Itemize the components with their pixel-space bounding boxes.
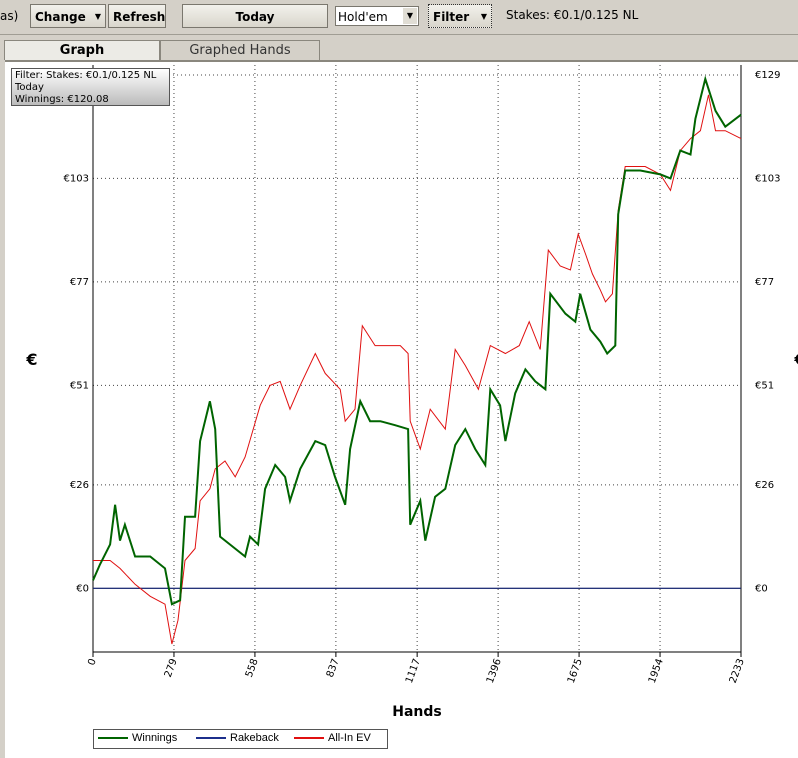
filter-button[interactable]: Filter ▼	[428, 4, 492, 28]
legend-swatch	[196, 737, 226, 740]
cut-label: as)	[0, 9, 19, 23]
series-line	[92, 75, 742, 606]
y-tick-label: €103	[755, 173, 780, 184]
y-tick-label: €0	[755, 583, 768, 594]
y-tick-label: €51	[70, 380, 89, 391]
x-tick-label: 2233	[728, 657, 747, 685]
legend-label: Winnings	[132, 732, 178, 744]
legend-label: Rakeback	[230, 732, 279, 744]
game-value: Hold'em	[338, 10, 388, 24]
y-tick-label: €51	[755, 380, 774, 391]
x-tick-label: 1396	[485, 657, 504, 685]
legend: Winnings Rakeback All-In EV	[93, 729, 388, 749]
y-axis-label: €	[25, 350, 37, 369]
x-tick-label: 1117	[404, 657, 423, 685]
x-axis-label: Hands	[392, 704, 442, 720]
x-tick-label: 279	[163, 657, 180, 679]
refresh-button[interactable]: Refresh	[108, 4, 166, 28]
x-tick-label: 837	[325, 657, 342, 679]
legend-swatch	[98, 737, 128, 740]
today-button[interactable]: Today	[182, 4, 328, 28]
y-tick-label: €129	[755, 70, 780, 81]
y-tick-label: €0	[76, 583, 89, 594]
legend-swatch	[294, 737, 324, 740]
y-axis-label: €	[793, 350, 798, 369]
y-tick-label: €26	[755, 480, 774, 491]
y-tick-label: €103	[64, 173, 89, 184]
change-label: Change	[35, 10, 86, 24]
x-tick-label: 1675	[566, 657, 585, 685]
x-tick-label: 558	[244, 657, 261, 679]
info-line: Today	[15, 82, 44, 93]
info-line: Winnings: €120.08	[15, 94, 109, 105]
filter-label: Filter	[433, 10, 470, 24]
y-tick-label: €77	[755, 277, 774, 288]
legend-item: All-In EV	[294, 732, 371, 744]
info-box: Filter: Stakes: €0.1/0.125 NL Today Winn…	[11, 68, 170, 106]
info-line: Filter: Stakes: €0.1/0.125 NL	[15, 70, 157, 81]
y-tick-label: €26	[70, 480, 89, 491]
legend-item: Winnings	[98, 732, 177, 744]
tab[interactable]: Graph	[4, 40, 160, 60]
stakes-label: Stakes: €0.1/0.125 NL	[506, 8, 639, 22]
tab[interactable]: Graphed Hands	[160, 40, 320, 60]
x-tick-label: 0	[86, 657, 99, 667]
legend-item: Rakeback	[196, 732, 279, 744]
toolbar: as) Change ▼ Refresh Today Hold'em ▼ Filt…	[0, 0, 798, 35]
game-select[interactable]: Hold'em ▼	[335, 6, 419, 26]
legend-label: All-In EV	[328, 732, 371, 744]
y-tick-label: €77	[70, 277, 89, 288]
change-button[interactable]: Change ▼	[30, 4, 106, 28]
x-tick-label: 1954	[647, 657, 666, 685]
